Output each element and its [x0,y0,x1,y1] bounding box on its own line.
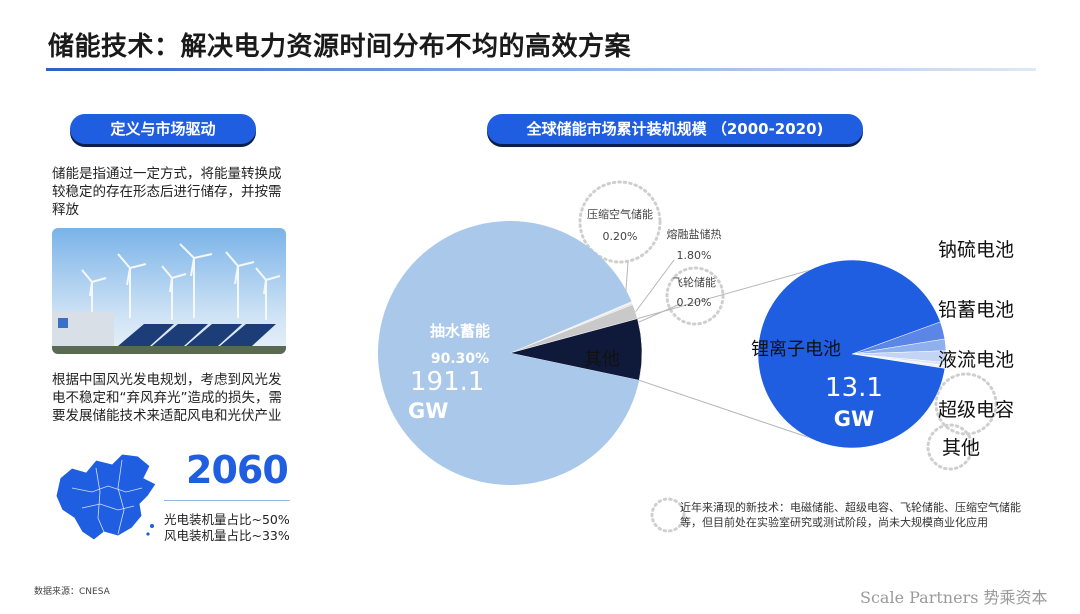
dotted-deco-circle [650,497,686,533]
slice-label-pumped: 抽水蓄能 [430,322,490,340]
pie1-slice-0 [378,220,640,485]
connector-line [637,263,833,320]
slice-value-molten-salt: 1.80% [677,249,712,262]
pie1-slice-1 [509,318,643,381]
dotted-deco-circle [926,423,974,471]
page-title: 储能技术：解决电力资源时间分布不均的高效方案 [48,32,632,62]
data-source: 数据来源：CNESA [34,587,110,597]
target-year: 2060 [186,448,289,492]
leader-line [627,259,675,323]
slice-label-compressed-air: 压缩空气储能 [587,207,653,221]
new-tech-note: 近年来涌现的新技术：电磁储能、超级电容、飞轮储能、压缩空气储能等，但目前处在实验… [680,501,1021,529]
slice-label-lithium: 锂离子电池 [751,339,841,360]
pie1-unit: GW [408,399,448,423]
slice-label-nas: 钠硫电池 [938,239,1014,261]
policy-text: 根据中国风光发电规划，考虑到风光发电不稳定和“弃风弃光”造成的损失，需要发展储能… [52,372,282,424]
china-map [52,448,162,552]
slice-label-other: 其他 [584,349,620,370]
pie2-slice-0 [757,259,946,449]
slice-label-flywheel: 飞轮储能 [672,275,716,289]
dotted-deco-circle [578,180,662,264]
dotted-deco-circle [934,372,998,436]
slice-value-pumped: 90.30% [431,351,489,367]
solar-share-stat: 光电装机量占比~50% [164,512,290,527]
slice-label-lead: 铅蓄电池 [938,299,1014,321]
slice-value-compressed-air: 0.20% [603,230,638,243]
slice-label-flow: 液流电池 [938,349,1014,371]
dotted-deco-circle [665,266,725,326]
wind-share-stat: 风电装机量占比~33% [164,528,290,543]
year-divider [164,500,290,501]
title-underline [46,68,1036,71]
slice-label-other2: 其他 [942,437,980,459]
connector-line [638,379,835,447]
pie1-total: 191.1 [410,367,484,397]
section-pill-definition: 定义与市场驱动 [70,114,256,144]
slice-value-flywheel: 0.20% [677,296,712,309]
slice-label-molten-salt: 熔融盐储热 [667,227,722,241]
section-pill-global-market: 全球储能市场累计装机规模 （2000-2020) [487,114,863,144]
pie2-total: 13.1 [825,373,883,403]
wind-solar-photo [52,228,286,354]
pie2-unit: GW [834,407,874,431]
definition-text: 储能是指通过一定方式，将能量转换成较稳定的存在形态后进行储存，并按需释放 [52,166,282,218]
brand-logo: Scale Partners 势乘资本 [860,588,1048,607]
slice-label-supercap: 超级电容 [938,399,1014,421]
